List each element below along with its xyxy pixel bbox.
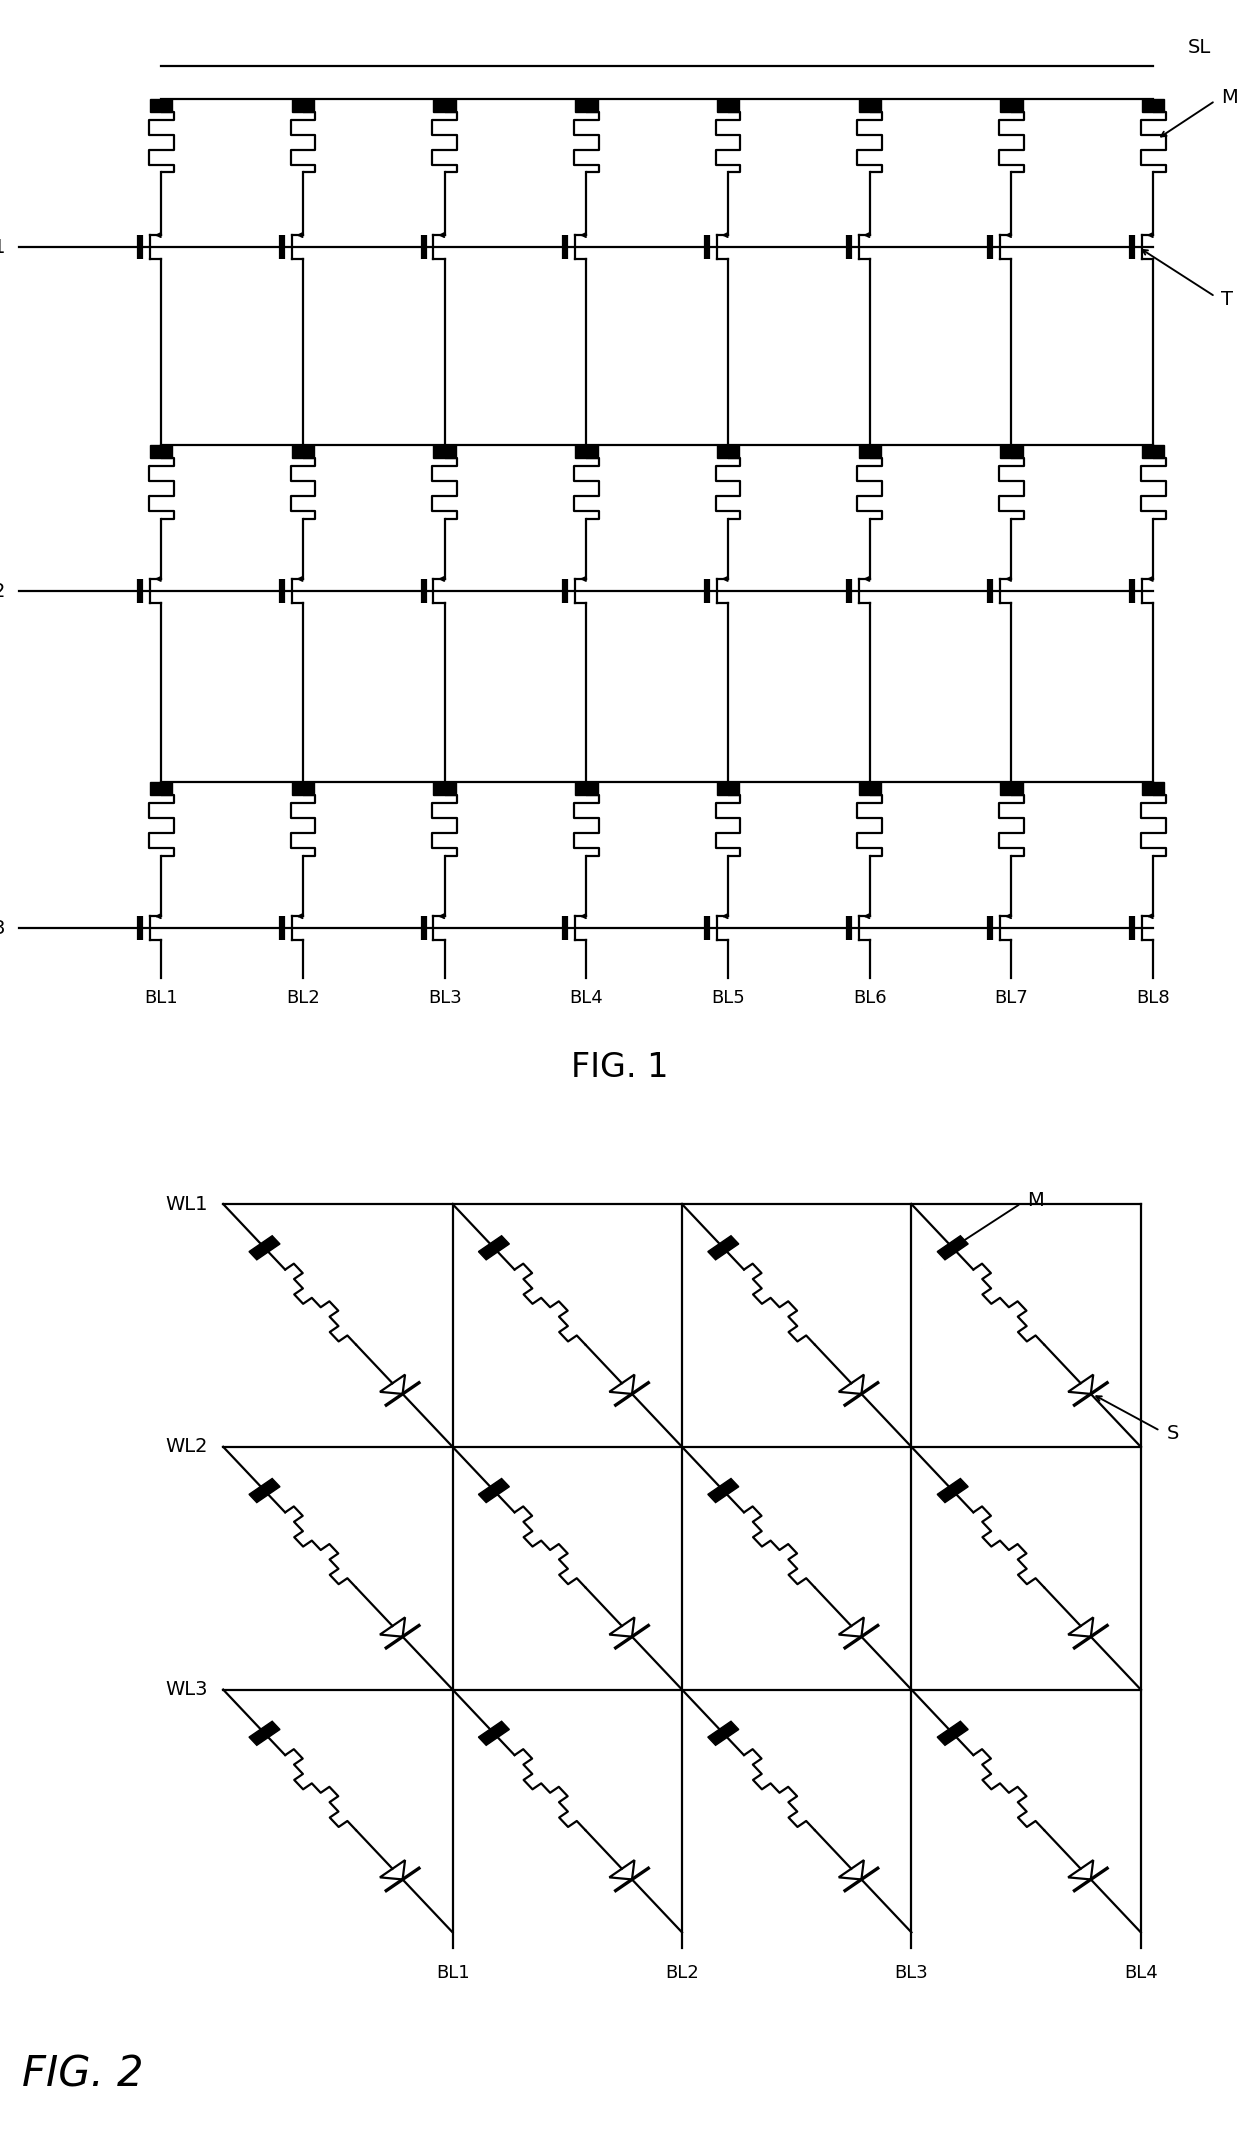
Polygon shape [479, 1236, 510, 1260]
Bar [1001, 446, 1023, 459]
Polygon shape [479, 1478, 510, 1503]
Bar [575, 782, 598, 795]
Polygon shape [249, 1478, 280, 1503]
Text: BL5: BL5 [712, 989, 745, 1006]
Bar [150, 446, 172, 459]
Polygon shape [708, 1721, 739, 1745]
Text: FIG. 2: FIG. 2 [22, 2055, 144, 2096]
Polygon shape [479, 1721, 510, 1745]
Text: WL2: WL2 [0, 582, 6, 601]
Bar [1001, 782, 1023, 795]
Text: WL2: WL2 [166, 1437, 208, 1456]
Text: BL4: BL4 [1123, 1964, 1158, 1982]
Text: WL1: WL1 [0, 237, 6, 256]
Bar [291, 782, 314, 795]
Bar [717, 99, 739, 112]
Text: SL: SL [1188, 39, 1211, 58]
Polygon shape [249, 1721, 280, 1745]
Text: BL7: BL7 [994, 989, 1028, 1006]
Bar [1142, 446, 1164, 459]
Bar [575, 99, 598, 112]
Bar [858, 446, 880, 459]
Bar [150, 99, 172, 112]
Text: BL3: BL3 [894, 1964, 929, 1982]
Bar [291, 446, 314, 459]
Bar [434, 99, 456, 112]
Bar [291, 99, 314, 112]
Bar [434, 782, 456, 795]
Bar [575, 446, 598, 459]
Text: WL3: WL3 [166, 1680, 208, 1700]
Bar [1142, 99, 1164, 112]
Polygon shape [937, 1721, 968, 1745]
Bar [150, 782, 172, 795]
Text: BL2: BL2 [286, 989, 320, 1006]
Bar [858, 99, 880, 112]
Bar [717, 782, 739, 795]
Polygon shape [937, 1478, 968, 1503]
Bar [434, 446, 456, 459]
Text: M: M [1027, 1191, 1044, 1211]
Polygon shape [937, 1236, 968, 1260]
Text: BL2: BL2 [665, 1964, 699, 1982]
Bar [858, 782, 880, 795]
Text: BL8: BL8 [1136, 989, 1171, 1006]
Bar [717, 446, 739, 459]
Text: FIG. 1: FIG. 1 [572, 1051, 668, 1083]
Bar [1001, 99, 1023, 112]
Text: S: S [1167, 1424, 1179, 1443]
Polygon shape [708, 1478, 739, 1503]
Text: BL6: BL6 [853, 989, 887, 1006]
Text: BL1: BL1 [144, 989, 179, 1006]
Text: T: T [1221, 291, 1234, 310]
Text: WL1: WL1 [166, 1195, 208, 1213]
Text: BL3: BL3 [428, 989, 461, 1006]
Bar [1142, 782, 1164, 795]
Text: BL4: BL4 [569, 989, 603, 1006]
Polygon shape [708, 1236, 739, 1260]
Text: WL3: WL3 [0, 920, 6, 937]
Text: M: M [1221, 88, 1239, 108]
Text: BL1: BL1 [435, 1964, 470, 1982]
Polygon shape [249, 1236, 280, 1260]
